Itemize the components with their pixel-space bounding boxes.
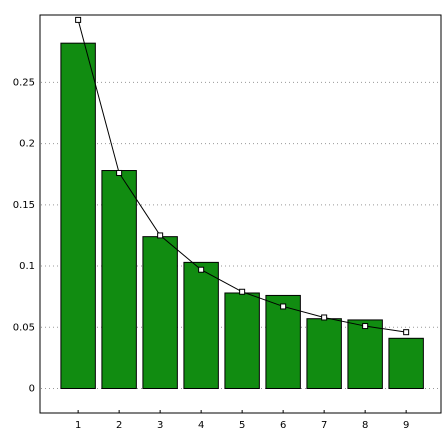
x-tick-label: 6 — [280, 420, 286, 431]
bar — [306, 318, 342, 390]
marker — [239, 288, 246, 295]
marker — [280, 303, 287, 310]
bar — [265, 294, 301, 390]
y-tick-label: 0.15 — [13, 200, 35, 211]
marker — [321, 314, 328, 321]
bar — [388, 337, 424, 390]
marker — [116, 169, 123, 176]
x-tick-label: 2 — [116, 420, 122, 431]
y-tick-label: 0.05 — [13, 322, 35, 333]
x-tick-label: 7 — [321, 420, 327, 431]
marker — [403, 329, 410, 336]
x-tick-label: 3 — [157, 420, 163, 431]
y-tick-label: 0.2 — [19, 139, 35, 150]
bar — [347, 319, 383, 390]
plot-frame — [39, 14, 442, 414]
y-tick-label: 0.25 — [13, 77, 35, 88]
marker — [362, 323, 369, 330]
x-tick-label: 1 — [75, 420, 81, 431]
bar — [183, 261, 219, 390]
x-tick-label: 8 — [362, 420, 368, 431]
bar — [142, 236, 178, 390]
x-tick-label: 5 — [239, 420, 245, 431]
y-tick-label: 0 — [29, 384, 35, 395]
bar — [101, 170, 137, 390]
y-tick-label: 0.1 — [19, 261, 35, 272]
x-tick-label: 9 — [403, 420, 409, 431]
marker — [198, 266, 205, 273]
marker — [157, 232, 164, 239]
bar — [60, 42, 96, 390]
x-tick-label: 4 — [198, 420, 204, 431]
bar — [224, 292, 260, 390]
marker — [75, 16, 82, 23]
